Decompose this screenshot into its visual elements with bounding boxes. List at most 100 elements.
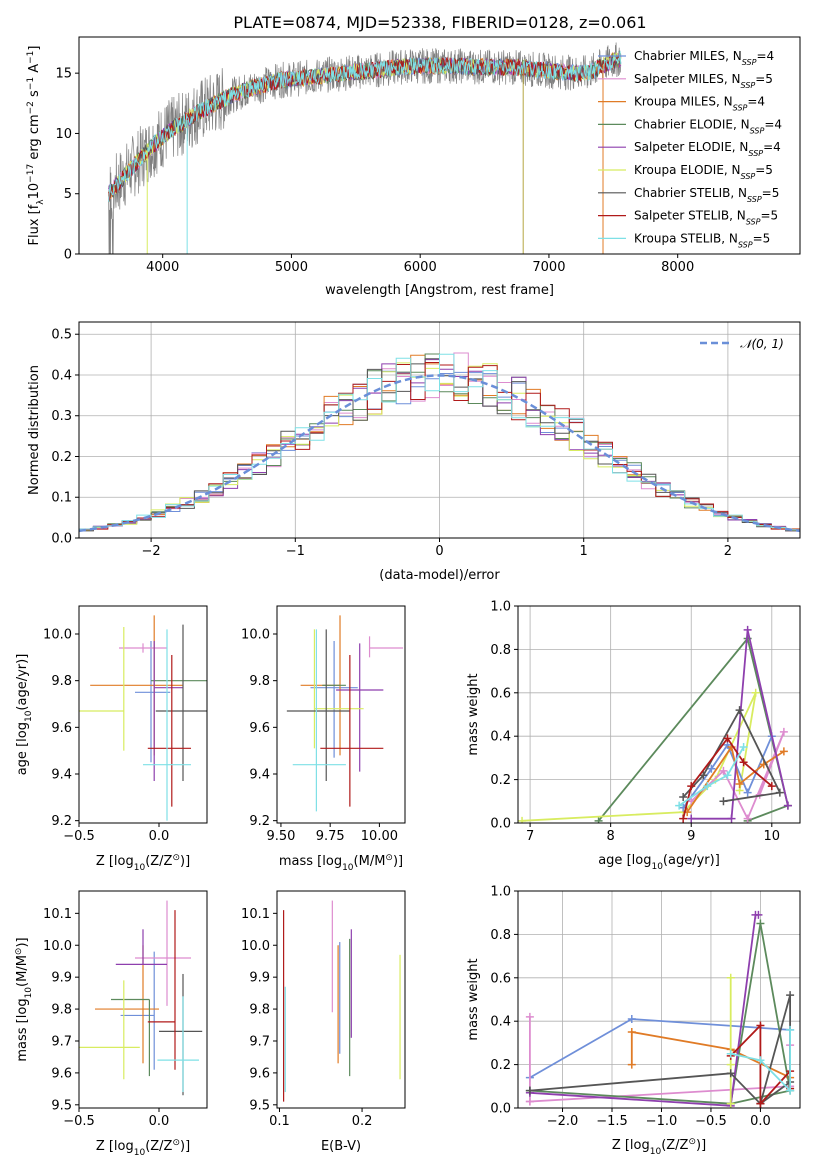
weight-marker [756, 1099, 765, 1108]
y-axis-label: mass weight [466, 673, 481, 755]
x-axis-label: Z [log10(Z/Z⊙)] [96, 1138, 190, 1158]
y-tick-label: 0.2 [51, 450, 72, 465]
x-axis-label: mass [log10(M/M⊙)] [279, 853, 403, 873]
figure-title: PLATE=0874, MJD=52338, FIBERID=0128, z=0… [233, 13, 646, 32]
axes-frame [78, 36, 801, 255]
y-tick-label: 15 [55, 67, 72, 82]
errorbars [79, 900, 203, 1096]
legend-entry: Chabrier ELODIE, NSSP=4 [634, 117, 782, 135]
legend-value: =5 [755, 163, 773, 177]
label-part: Z [log [96, 854, 134, 869]
weight-marker [751, 688, 760, 697]
legend-value: =5 [760, 209, 778, 223]
x-axis-label: (data-model)/error [379, 568, 500, 583]
x-tick-label: 10.00 [361, 829, 398, 844]
label-part: 10 [24, 987, 34, 999]
x-tick-label: −1.5 [596, 1114, 628, 1129]
y-tick-label: 0.1 [51, 491, 72, 506]
label-part: age [log [598, 853, 651, 868]
weight-marker [779, 727, 788, 736]
weight-marker [699, 771, 708, 780]
legend-text: Kroupa MILES, N [634, 95, 733, 109]
weight-marker [675, 801, 684, 810]
legend-entry: Kroupa ELODIE, NSSP=5 [634, 163, 773, 181]
x-tick-label: 2 [724, 544, 732, 559]
label-part: age [log [15, 722, 30, 775]
label-part: (M/M [354, 854, 386, 869]
y-tick-label: 9.8 [51, 1003, 72, 1018]
y-tick-label: 9.8 [51, 674, 72, 689]
errorbars [79, 615, 207, 821]
legend-subscript: SSP [733, 103, 748, 112]
y-tick-label: 0.5 [51, 328, 72, 343]
x-axis-label: age [log10(age/yr)] [598, 853, 720, 872]
histograms [79, 352, 800, 538]
legend-entry: Kroupa STELIB, NSSP=5 [634, 231, 770, 249]
weight-series-line [529, 1018, 791, 1079]
weight-marker [743, 625, 752, 634]
weight-series-line [529, 994, 791, 1105]
weight-marker [739, 758, 748, 767]
legend-entry: Salpeter ELODIE, NSSP=4 [634, 140, 781, 158]
legend-value: =4 [764, 117, 782, 131]
legend-entry: Chabrier STELIB, NSSP=5 [634, 186, 779, 204]
weight-lines [518, 625, 792, 823]
legend-value: =4 [747, 95, 765, 109]
weight-series-line [678, 746, 745, 807]
legend-subscript: SSP [747, 194, 762, 203]
x-tick-label: 5000 [275, 260, 308, 275]
weight-marker [727, 814, 736, 823]
weight-vs-age-axes: 7 8 9 10 0.0 0.2 0.4 0.6 0.8 1.0 [490, 600, 800, 844]
weight-marker [723, 771, 732, 780]
x-tick-label: 1 [580, 544, 588, 559]
label-part: 10 [134, 863, 146, 873]
y-tick-label: 0.4 [490, 730, 511, 745]
x-tick-label: 10 [764, 829, 781, 844]
label-part: )] [15, 937, 30, 947]
y-tick-label: 0.2 [490, 1058, 511, 1073]
label-part: (Z/Z [145, 854, 172, 869]
x-tick-label: 7 [526, 829, 534, 844]
label-part: (age/yr)] [663, 853, 720, 868]
weight-marker [726, 973, 735, 982]
y-tick-label: 9.8 [249, 674, 270, 689]
weight-marker [767, 782, 776, 791]
label-part: −2 [26, 101, 36, 114]
x-tick-label: 0.1 [269, 1114, 290, 1129]
legend-value: =5 [755, 72, 773, 86]
x-axis-label: Z [log10(Z/Z⊙)] [612, 1137, 706, 1157]
y-tick-label: 10.0 [241, 628, 270, 643]
label-part: 10 [342, 863, 354, 873]
label-part: A [27, 64, 42, 77]
y-tick-label: 10.0 [43, 939, 72, 954]
weight-marker [735, 779, 744, 788]
y-tick-label: 10 [55, 127, 72, 142]
label-part: 10 [134, 1148, 146, 1158]
y-tick-label: 10.1 [43, 907, 72, 922]
mass-vs-Z-axes: −0.5 0.0 9.5 9.6 9.7 9.8 9.9 10.0 10.1 [43, 907, 169, 1129]
legend-value: =4 [756, 49, 774, 63]
weight-marker [594, 816, 603, 823]
label-part: s [27, 90, 42, 101]
weight-marker [783, 801, 792, 810]
axes-frame [78, 605, 208, 824]
weight-series-line [597, 636, 789, 822]
weight-marker [703, 782, 712, 791]
label-part: )] [180, 1139, 190, 1154]
weight-marker [627, 1060, 636, 1069]
legend-text: Kroupa ELODIE, N [634, 163, 741, 177]
weight-series-line [529, 914, 759, 1107]
label-part: ] [27, 46, 42, 51]
y-tick-label: 10.0 [241, 939, 270, 954]
y-tick-label: 0 [64, 248, 72, 263]
legend-subscript: SSP [748, 149, 763, 158]
label-part: 10 [24, 710, 34, 722]
y-tick-label: 9.6 [249, 1066, 270, 1081]
y-tick-label: 9.5 [249, 1098, 270, 1113]
label-part: ⊙ [385, 853, 393, 863]
x-tick-label: 9.50 [266, 829, 295, 844]
label-part: (Z/Z [145, 1139, 172, 1154]
weight-marker [779, 747, 788, 756]
y-tick-label: 9.6 [51, 721, 72, 736]
